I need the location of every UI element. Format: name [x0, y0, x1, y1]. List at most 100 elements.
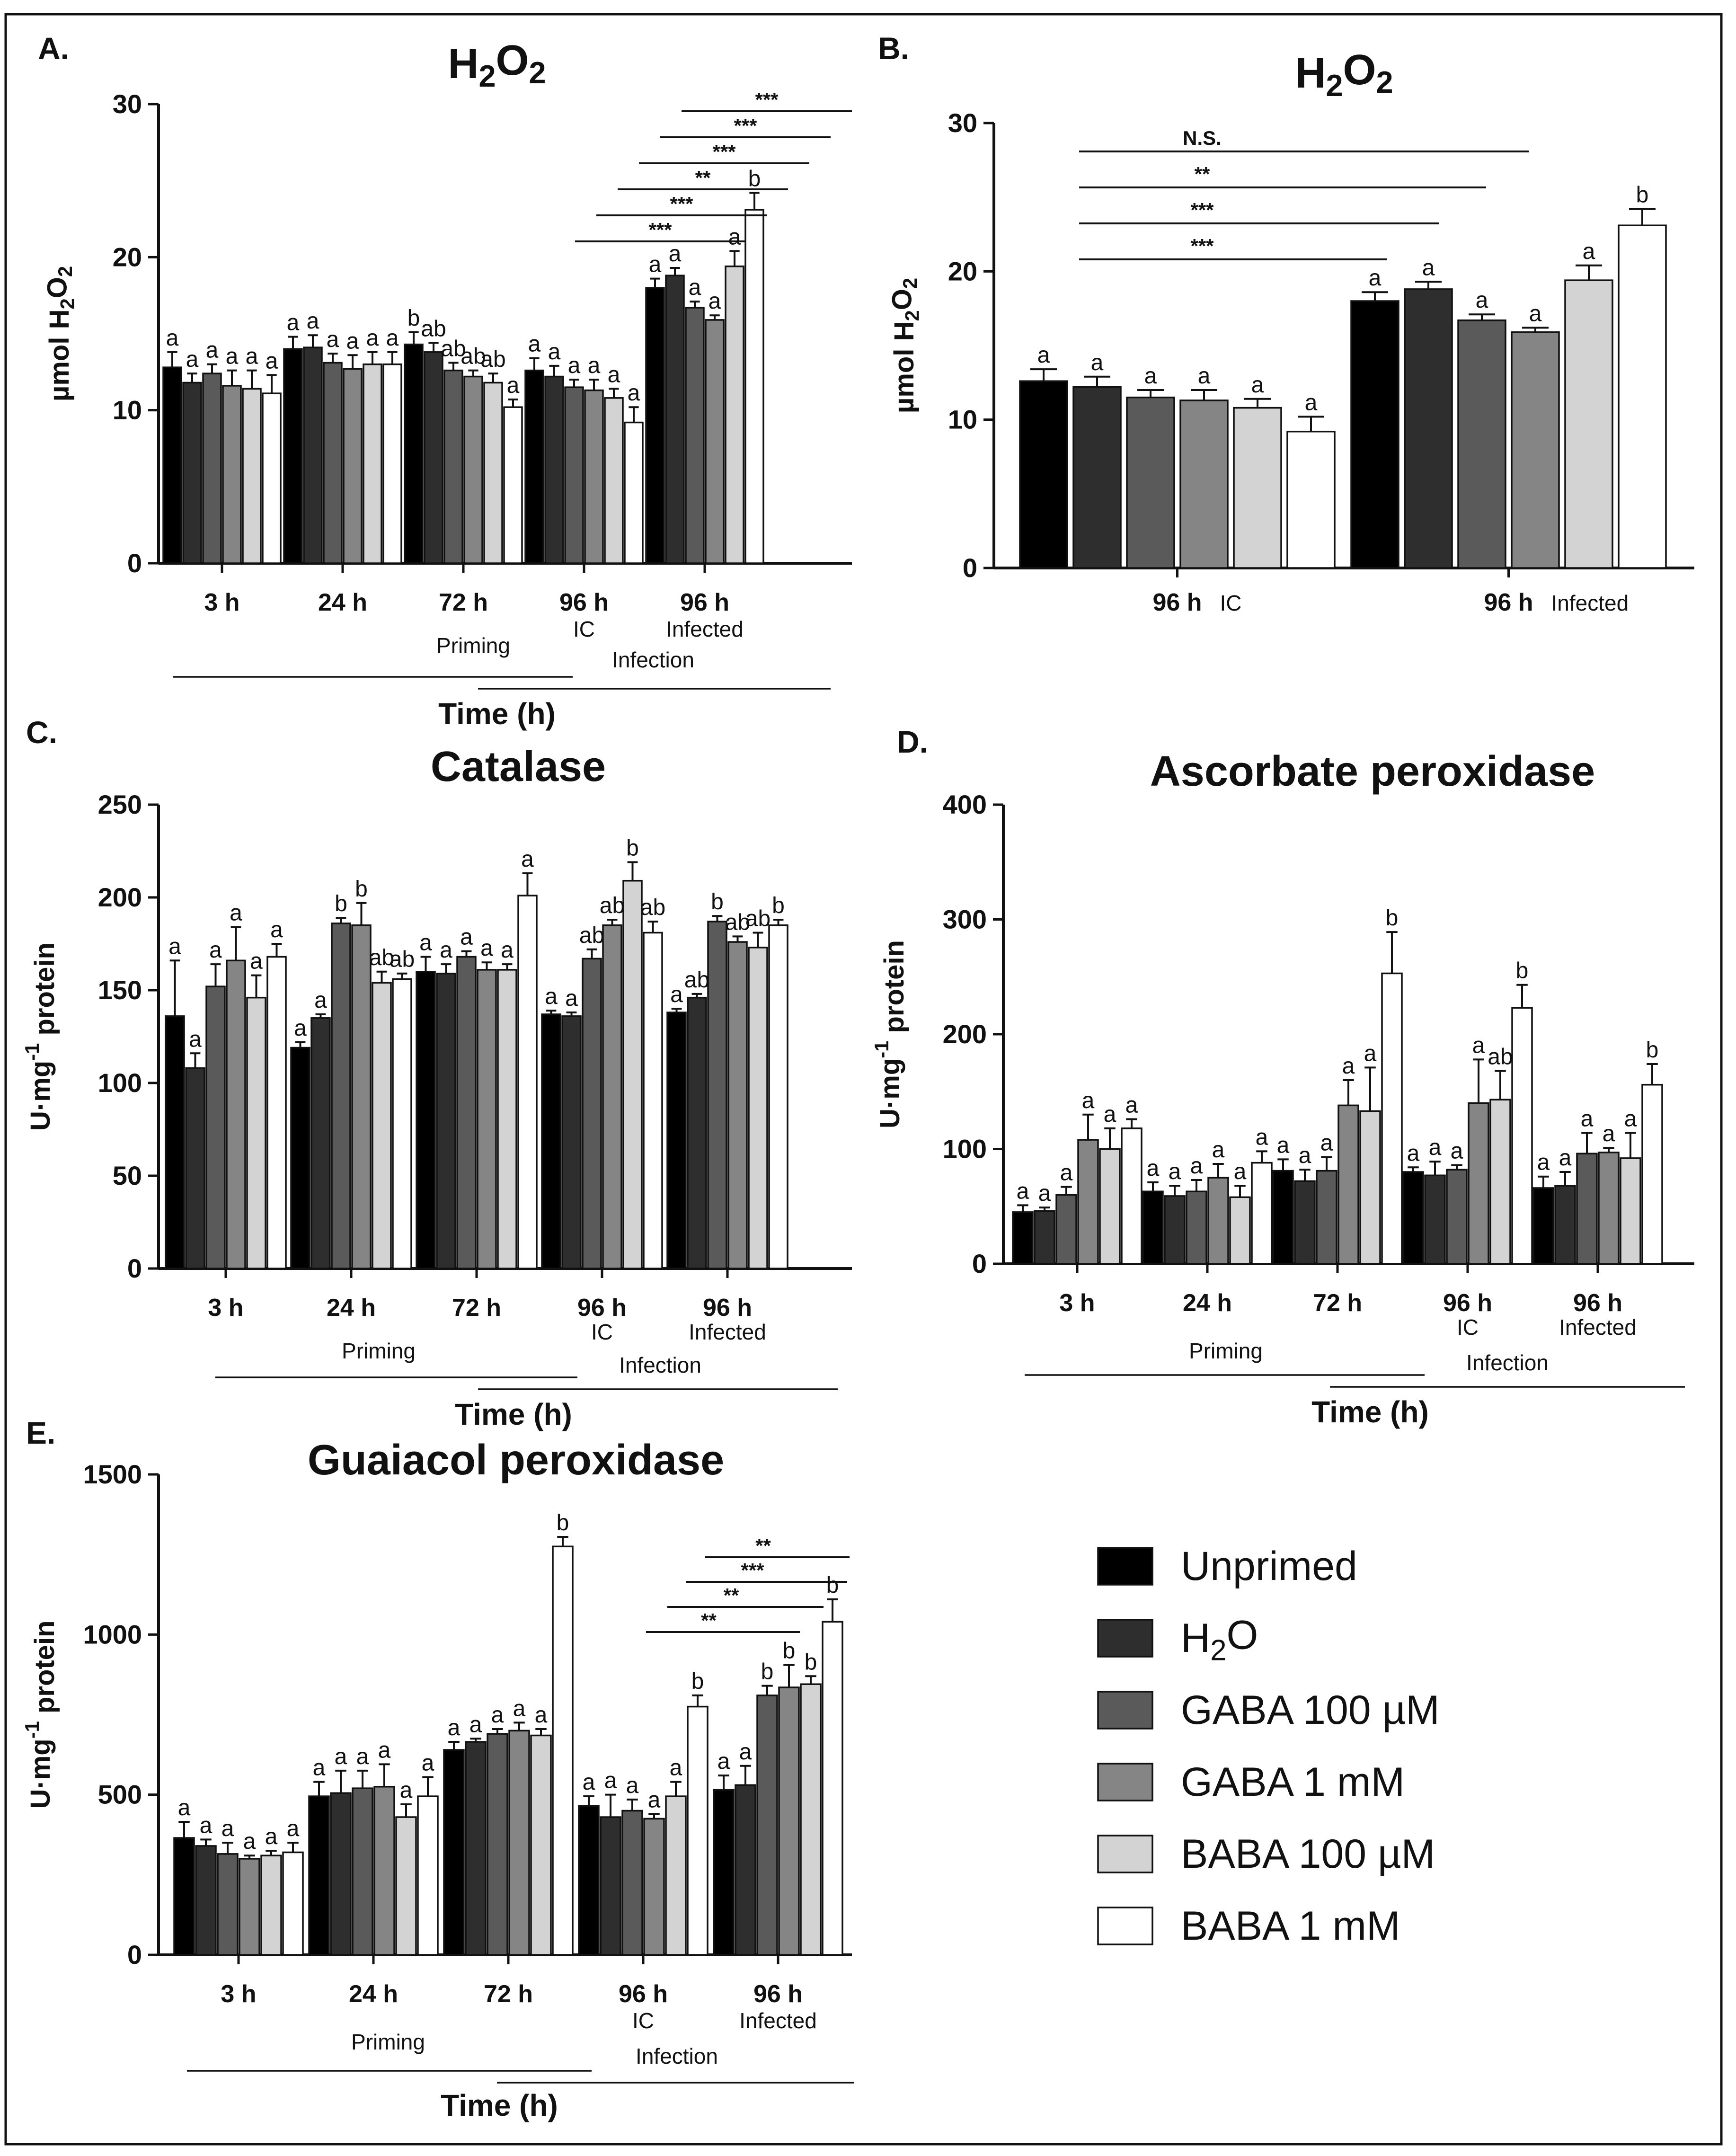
label-part: H — [1181, 1615, 1210, 1661]
significance-letter: a — [189, 1027, 202, 1052]
y-tick-label: 100 — [943, 1134, 987, 1164]
bar-E-g3-s1 — [600, 1816, 621, 1956]
label-part: GABA 100 µM — [1181, 1687, 1440, 1733]
chart-title: H2​O2​ — [448, 37, 546, 93]
legend-swatch — [1097, 1547, 1153, 1586]
legend: Unprimed H2​O GABA 100 µM GABA 1 mM BABA 100… — [1097, 1544, 1440, 1949]
bar-A-g0-s2 — [202, 373, 222, 564]
significance-letter: a — [206, 338, 219, 363]
bar-E-g3-s4 — [665, 1795, 687, 1956]
bar-B-g1-s2 — [1457, 319, 1506, 569]
bar-E-g1-s4 — [395, 1816, 417, 1956]
bar-A-g1-s3 — [343, 368, 363, 564]
significance-letter: a — [250, 949, 263, 974]
bar-C-g3-s1 — [561, 1015, 582, 1269]
bar-E-g4-s1 — [735, 1784, 756, 1956]
bar-D-g4-s4 — [1620, 1157, 1641, 1265]
x-tick-label: 96 h — [680, 589, 729, 616]
y-axis-label: µmol H2​O2​ — [42, 266, 78, 401]
label-part: H — [1295, 50, 1326, 97]
significance-letter: a — [491, 1703, 504, 1728]
y-tick-label: 10 — [948, 405, 977, 435]
significance-letter: a — [548, 339, 561, 364]
label-part: H — [448, 40, 478, 88]
bar-A-g4-s3 — [705, 319, 725, 564]
significance-letter: a — [583, 1770, 595, 1795]
bar-C-g4-s4 — [748, 947, 768, 1269]
significance-letter: a — [313, 1756, 326, 1781]
significance-letter: ab — [390, 947, 415, 972]
significance-letter: a — [200, 1813, 213, 1838]
bar-E-g1-s2 — [352, 1787, 373, 1956]
significance-letter: a — [265, 1824, 278, 1849]
significance-letter: a — [507, 373, 520, 398]
significance-letter: a — [1082, 1088, 1095, 1113]
significance-letter: a — [314, 988, 327, 1013]
x-tick-label: 96 h — [577, 1294, 627, 1322]
label-part: protein — [29, 942, 60, 1043]
bar-D-g0-s5 — [1121, 1127, 1143, 1265]
significance-letter: a — [604, 1768, 617, 1793]
significance-letter: a — [1251, 373, 1264, 398]
bar-C-g2-s2 — [456, 956, 477, 1269]
significance-letter: a — [1190, 1153, 1203, 1179]
bar-C-g3-s5 — [643, 932, 663, 1269]
bar-E-g2-s5 — [552, 1545, 574, 1956]
significance-letter: a — [626, 1773, 639, 1798]
chart-E: E. Guaiacol peroxidase 0 500 1000 1500 U·mg-1​… — [21, 1415, 854, 2122]
y-tick-label: 20 — [113, 242, 142, 272]
significance-letter: a — [230, 901, 242, 926]
bar-A-g1-s4 — [363, 363, 382, 564]
label-part: 2 — [54, 266, 76, 277]
bar-D-g4-s3 — [1598, 1152, 1620, 1265]
significance-letter: a — [1537, 1150, 1550, 1175]
x-tick-label: 96 h — [619, 1980, 668, 2008]
significance-letter: b — [772, 893, 785, 918]
x-tick-sublabel: Infected — [1551, 591, 1629, 615]
significance-letter: a — [1320, 1130, 1333, 1155]
significance-letter: a — [588, 353, 601, 378]
bar-A-g4-s2 — [685, 307, 705, 564]
bar-D-g4-s2 — [1576, 1153, 1598, 1265]
legend-label: BABA 1 mM — [1181, 1903, 1400, 1949]
significance-letter: a — [448, 1715, 461, 1740]
significance-letter: a — [501, 938, 514, 963]
label-part: 2 — [899, 278, 921, 289]
y-tick-label: 1000 — [83, 1619, 142, 1649]
significance-letter: a — [1125, 1092, 1138, 1118]
x-tick-label: 72 h — [452, 1294, 501, 1322]
bar-A-g2-s4 — [483, 382, 503, 564]
legend-item: GABA 1 mM — [1097, 1759, 1405, 1805]
priming-caption: Priming — [351, 2030, 425, 2054]
x-axis-label: Time (h) — [441, 2088, 558, 2122]
y-tick-label: 0 — [963, 553, 977, 583]
significance-letter: ab — [684, 967, 709, 993]
x-tick-sublabel: IC — [1220, 591, 1242, 615]
label-part: protein — [29, 1621, 60, 1721]
significance-letter: a — [1603, 1121, 1615, 1146]
bar-C-g4-s3 — [727, 941, 748, 1269]
significance-letter: a — [1060, 1161, 1073, 1186]
chart-B: B. H2​O2​ 0 10 20 30 µmol H2​O2​ a a a a a a 96 h IC a a… — [878, 31, 1694, 616]
bar-E-g2-s1 — [465, 1741, 487, 1956]
panel-label: E. — [26, 1415, 55, 1450]
bar-A-g4-s4 — [725, 265, 744, 564]
legend-label: GABA 100 µM — [1181, 1687, 1440, 1733]
y-axis-label: U·mg-1​ protein — [870, 940, 910, 1128]
significance-letter: b — [335, 891, 347, 916]
significance-letter: a — [1559, 1145, 1572, 1171]
significance-letter: b — [1646, 1038, 1659, 1063]
label-part: -1 — [870, 1041, 893, 1058]
significance-letter: a — [1299, 1143, 1311, 1168]
bar-C-g1-s0 — [290, 1047, 310, 1269]
significance-letter: a — [460, 925, 473, 950]
chart-title: Catalase — [431, 743, 606, 790]
significance-letter: a — [327, 327, 339, 352]
significance-letter: a — [728, 224, 741, 249]
bar-E-g3-s5 — [687, 1705, 709, 1956]
bar-C-g0-s4 — [246, 996, 266, 1269]
bar-C-g2-s3 — [477, 969, 497, 1269]
label-part: Ascorbate peroxidase — [1150, 748, 1595, 795]
bar-A-g3-s1 — [544, 375, 564, 564]
chart-title: Guaiacol peroxidase — [308, 1437, 724, 1484]
